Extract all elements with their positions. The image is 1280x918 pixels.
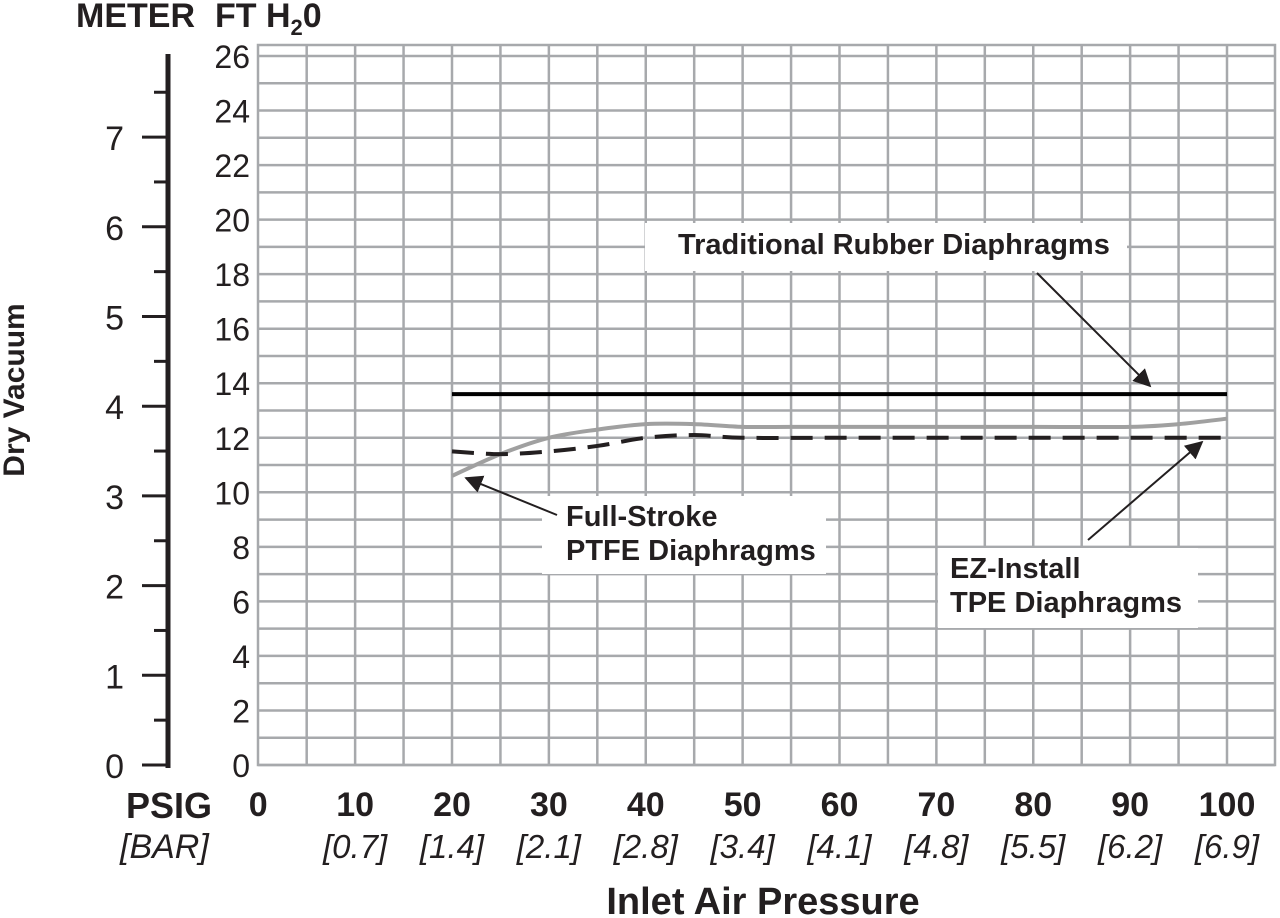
meter-tick-label: 0: [105, 748, 124, 786]
ft-tick-label: 22: [214, 148, 250, 184]
annotation-rubber-arrow: [1036, 272, 1152, 388]
x-tick-label: 70: [917, 786, 955, 824]
meter-tick-label: 3: [105, 479, 124, 517]
ft-tick-label: 16: [214, 312, 250, 348]
psig-unit-label: PSIG: [126, 785, 212, 826]
meter-tick-label: 5: [105, 300, 124, 338]
annotation-ptfe-text: Full-Stroke: [566, 501, 717, 533]
series-group: [451, 392, 1228, 478]
meter-tick-label: 4: [105, 389, 124, 427]
x-tick-label: 90: [1111, 786, 1149, 824]
ft-tick-label: 4: [232, 639, 250, 675]
annotation-tpe-box: [938, 548, 1198, 628]
ft-tick-label: 12: [214, 421, 250, 457]
grid: [256, 43, 1277, 767]
meter-unit-label: METER: [76, 0, 195, 35]
annotation-ptfe-box: [542, 496, 826, 574]
ft-tick-label: 8: [232, 530, 250, 566]
x-tick-label: 80: [1014, 786, 1052, 824]
series-line-tpe: [451, 433, 1227, 457]
annotations: Traditional Rubber Diaphragms Full-Stroke…: [464, 223, 1204, 628]
annotation-rubber-box: [645, 223, 1127, 271]
meter-tick-label: 1: [105, 658, 124, 696]
x-tick-bar-label: [6.9]: [1194, 828, 1260, 865]
x-tick-bar-label: [4.1]: [806, 828, 872, 865]
ft-tick-label: 6: [232, 584, 250, 620]
ft-tick-label: 18: [214, 257, 250, 293]
ft-tick-label: 10: [214, 475, 250, 511]
x-tick-bar-label: [2.1]: [516, 828, 582, 865]
x-tick-bar-label: [4.8]: [903, 828, 969, 865]
annotation-tpe-text: EZ-Install: [950, 553, 1081, 585]
x-tick-label: 100: [1199, 786, 1256, 824]
x-tick-label: 0: [249, 786, 268, 824]
ft-tick-label: 20: [214, 203, 250, 239]
x-tick-bar-label: [2.8]: [613, 828, 679, 865]
ft-tick-label: 2: [232, 693, 250, 729]
meter-tick-label: 7: [105, 120, 124, 158]
x-tick-label: 50: [724, 786, 762, 824]
ft-h2o-unit-label: FT H20: [215, 0, 322, 40]
annotation-tpe-arrow: [1087, 440, 1204, 541]
ft-tick-label: 24: [214, 94, 250, 130]
y-axis-label: Dry Vacuum: [0, 303, 31, 476]
x-tick-bar-label: [6.2]: [1097, 828, 1163, 865]
ft-tick-label: 0: [232, 748, 250, 784]
annotation-rubber-text: Traditional Rubber Diaphragms: [678, 229, 1110, 261]
x-tick-bar-label: [3.4]: [710, 828, 776, 865]
x-tick-label: 40: [627, 786, 665, 824]
bar-unit-label: [BAR]: [119, 828, 210, 866]
x-tick-label: 20: [433, 786, 471, 824]
x-tick-bar-label: [5.5]: [1000, 828, 1066, 865]
x-tick-bar-label: [0.7]: [322, 828, 388, 865]
meter-tick-label: 6: [105, 210, 124, 248]
ft-tick-label: 26: [214, 39, 250, 75]
x-tick-bar-label: [1.4]: [419, 828, 485, 865]
ft-h-text: FT H: [215, 0, 291, 35]
meter-tick-label: 2: [105, 569, 124, 607]
x-tick-label: 10: [336, 786, 374, 824]
x-axis-label: Inlet Air Pressure: [606, 881, 919, 918]
x-tick-label: 60: [821, 786, 859, 824]
x-tick-label: 30: [530, 786, 568, 824]
ft-h-end: 0: [303, 0, 322, 35]
annotation-ptfe-text: PTFE Diaphragms: [566, 535, 816, 567]
annotation-ptfe-arrow: [464, 475, 558, 516]
ft-tick-label: 14: [214, 366, 250, 402]
ft-h-subscript: 2: [291, 15, 303, 40]
series-line-ptfe: [451, 416, 1228, 478]
annotation-tpe-text: TPE Diaphragms: [950, 587, 1182, 619]
